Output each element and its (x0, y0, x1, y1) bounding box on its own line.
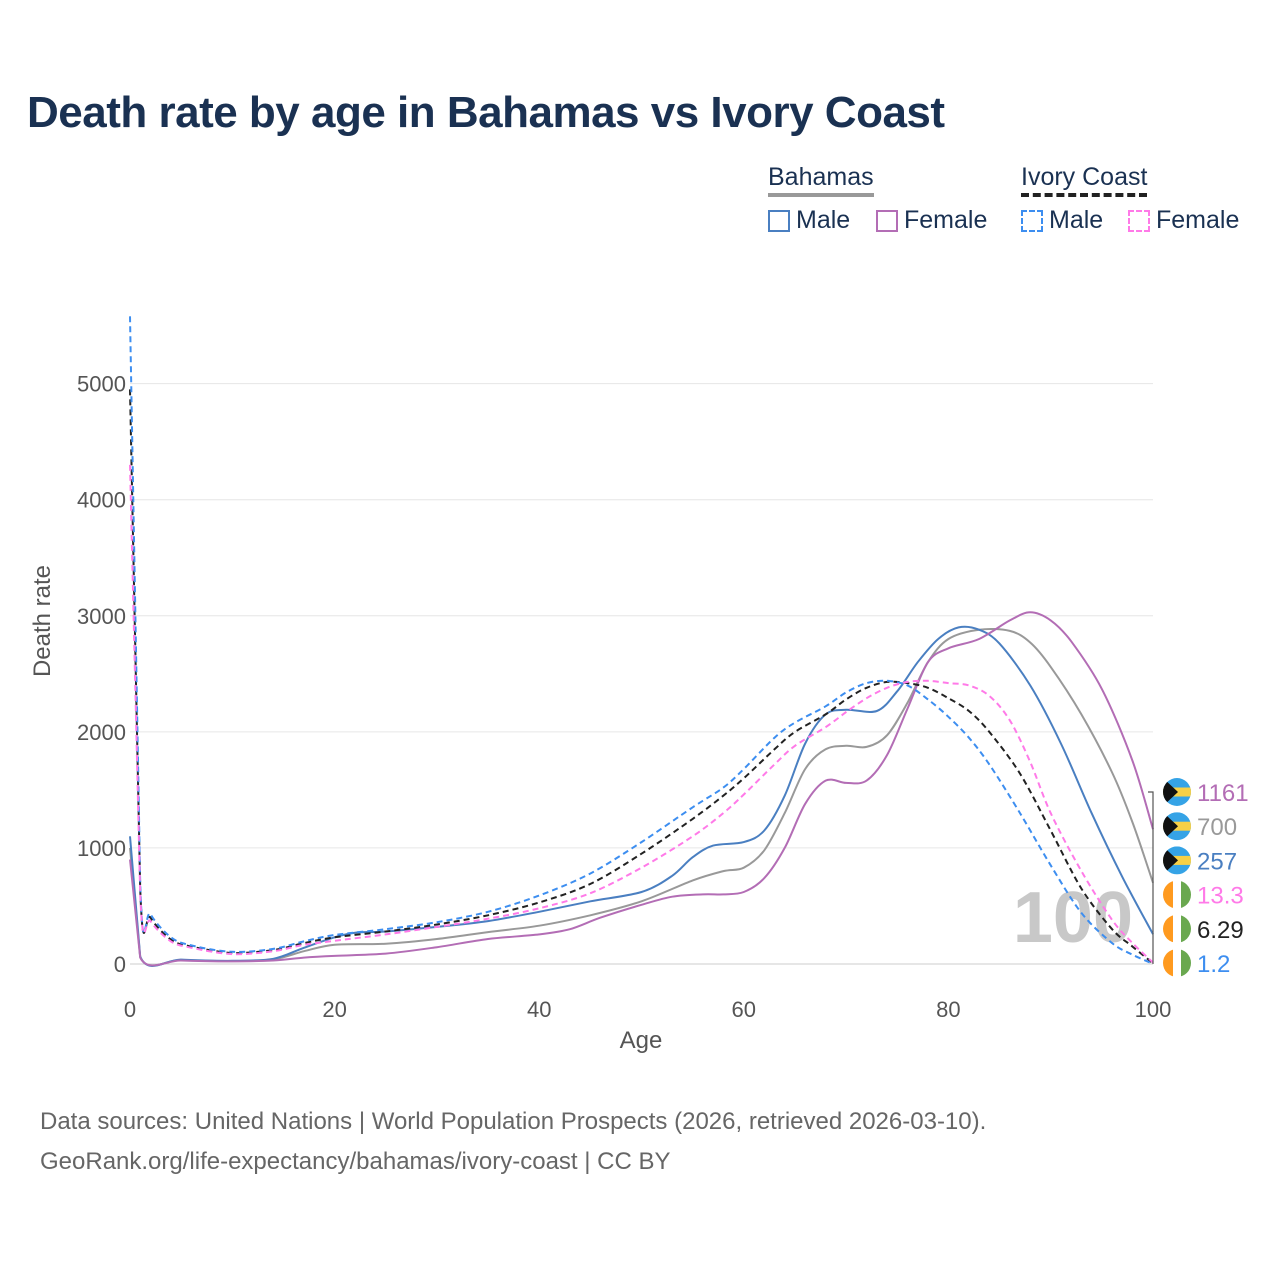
legend-item-ivory-coast-male[interactable]: Male (1021, 206, 1103, 235)
y-axis-label: Death rate (29, 565, 56, 677)
end-label-ivory-coast: 13.3 (1163, 880, 1244, 910)
legend-group-label: Bahamas (768, 163, 874, 191)
bahamas-flag-icon (1163, 778, 1191, 806)
legend-group-ivory-coast[interactable]: Ivory Coast (1021, 163, 1148, 197)
y-tick-label: 3000 (77, 604, 126, 629)
legend-swatch (876, 209, 898, 232)
legend-swatch (1128, 209, 1150, 232)
legend-label: Female (904, 206, 988, 234)
series-line-bahamas-male[interactable] (129, 625, 1154, 967)
y-tick-label: 0 (114, 952, 126, 977)
series-line-ivory-coast-female[interactable] (129, 464, 1154, 964)
end-label-value: 1.2 (1197, 951, 1230, 978)
series-line-bahamas-total[interactable] (129, 627, 1154, 967)
end-label-value: 700 (1197, 814, 1237, 841)
x-tick-label: 20 (322, 997, 346, 1022)
x-tick-label: 0 (124, 997, 136, 1022)
source-note: Data sources: United Nations | World Pop… (40, 1108, 987, 1135)
series-line-ivory-coast-male[interactable] (129, 316, 1154, 965)
y-tick-label: 4000 (77, 488, 126, 513)
chart-title: Death rate by age in Bahamas vs Ivory Co… (27, 88, 945, 137)
y-tick-label: 2000 (77, 720, 126, 745)
end-label-value: 6.29 (1197, 917, 1244, 944)
end-label-bahamas: 700 (1163, 812, 1237, 841)
end-label-value: 257 (1197, 848, 1237, 875)
x-axis-label: Age (620, 1027, 663, 1054)
x-tick-label: 60 (732, 997, 756, 1022)
legend-group-bahamas[interactable]: Bahamas (768, 163, 874, 197)
series-line-ivory-coast-total[interactable] (129, 389, 1154, 965)
end-label-value: 13.3 (1197, 883, 1244, 910)
grid (130, 383, 1153, 965)
legend-item-ivory-coast-female[interactable]: Female (1128, 206, 1239, 235)
legend-label: Female (1156, 206, 1240, 234)
chart-svg: 100 0 1000 2000 3000 4000 5000 0 20 40 60 80 100 11… (29, 316, 1249, 1054)
legend-group-label: Ivory Coast (1021, 163, 1148, 191)
y-tick-label: 5000 (77, 372, 126, 397)
end-label-ivory-coast: 1.2 (1163, 949, 1230, 978)
legend-swatch (768, 209, 790, 232)
source-url[interactable]: GeoRank.org/life-expectancy/bahamas/ivor… (40, 1148, 671, 1175)
legend-label: Male (796, 206, 851, 234)
age-watermark: 100 (1013, 878, 1133, 958)
series-lines (129, 316, 1154, 967)
axes: 0 1000 2000 3000 4000 5000 0 20 40 60 80 100 (77, 372, 1171, 1022)
end-label-ivory-coast: 6.29 (1163, 914, 1244, 944)
legend-solid-line (768, 193, 874, 197)
legend-swatch (1021, 209, 1043, 232)
end-label-bracket (1148, 791, 1154, 964)
ivory-coast-flag-icon (1163, 949, 1191, 977)
ivory-coast-flag-icon (1163, 880, 1191, 909)
y-tick-label: 1000 (77, 836, 126, 861)
x-tick-label: 100 (1135, 997, 1172, 1022)
legend-label: Male (1049, 206, 1104, 234)
end-label-bahamas: 1161 (1163, 778, 1249, 807)
bahamas-flag-icon (1163, 812, 1191, 841)
end-labels: 1161 700 257 13.3 6.29 1.2 (1148, 778, 1249, 978)
series-line-bahamas-female[interactable] (129, 611, 1154, 967)
ivory-coast-flag-icon (1163, 914, 1191, 943)
end-label-value: 1161 (1197, 780, 1249, 807)
end-label-bahamas: 257 (1163, 846, 1237, 875)
x-tick-label: 80 (936, 997, 960, 1022)
legend-item-bahamas-male[interactable]: Male (768, 206, 850, 235)
bahamas-flag-icon (1163, 846, 1191, 875)
x-tick-label: 40 (527, 997, 551, 1022)
legend-item-bahamas-female[interactable]: Female (876, 206, 987, 235)
legend-dashed-line (1021, 193, 1148, 197)
